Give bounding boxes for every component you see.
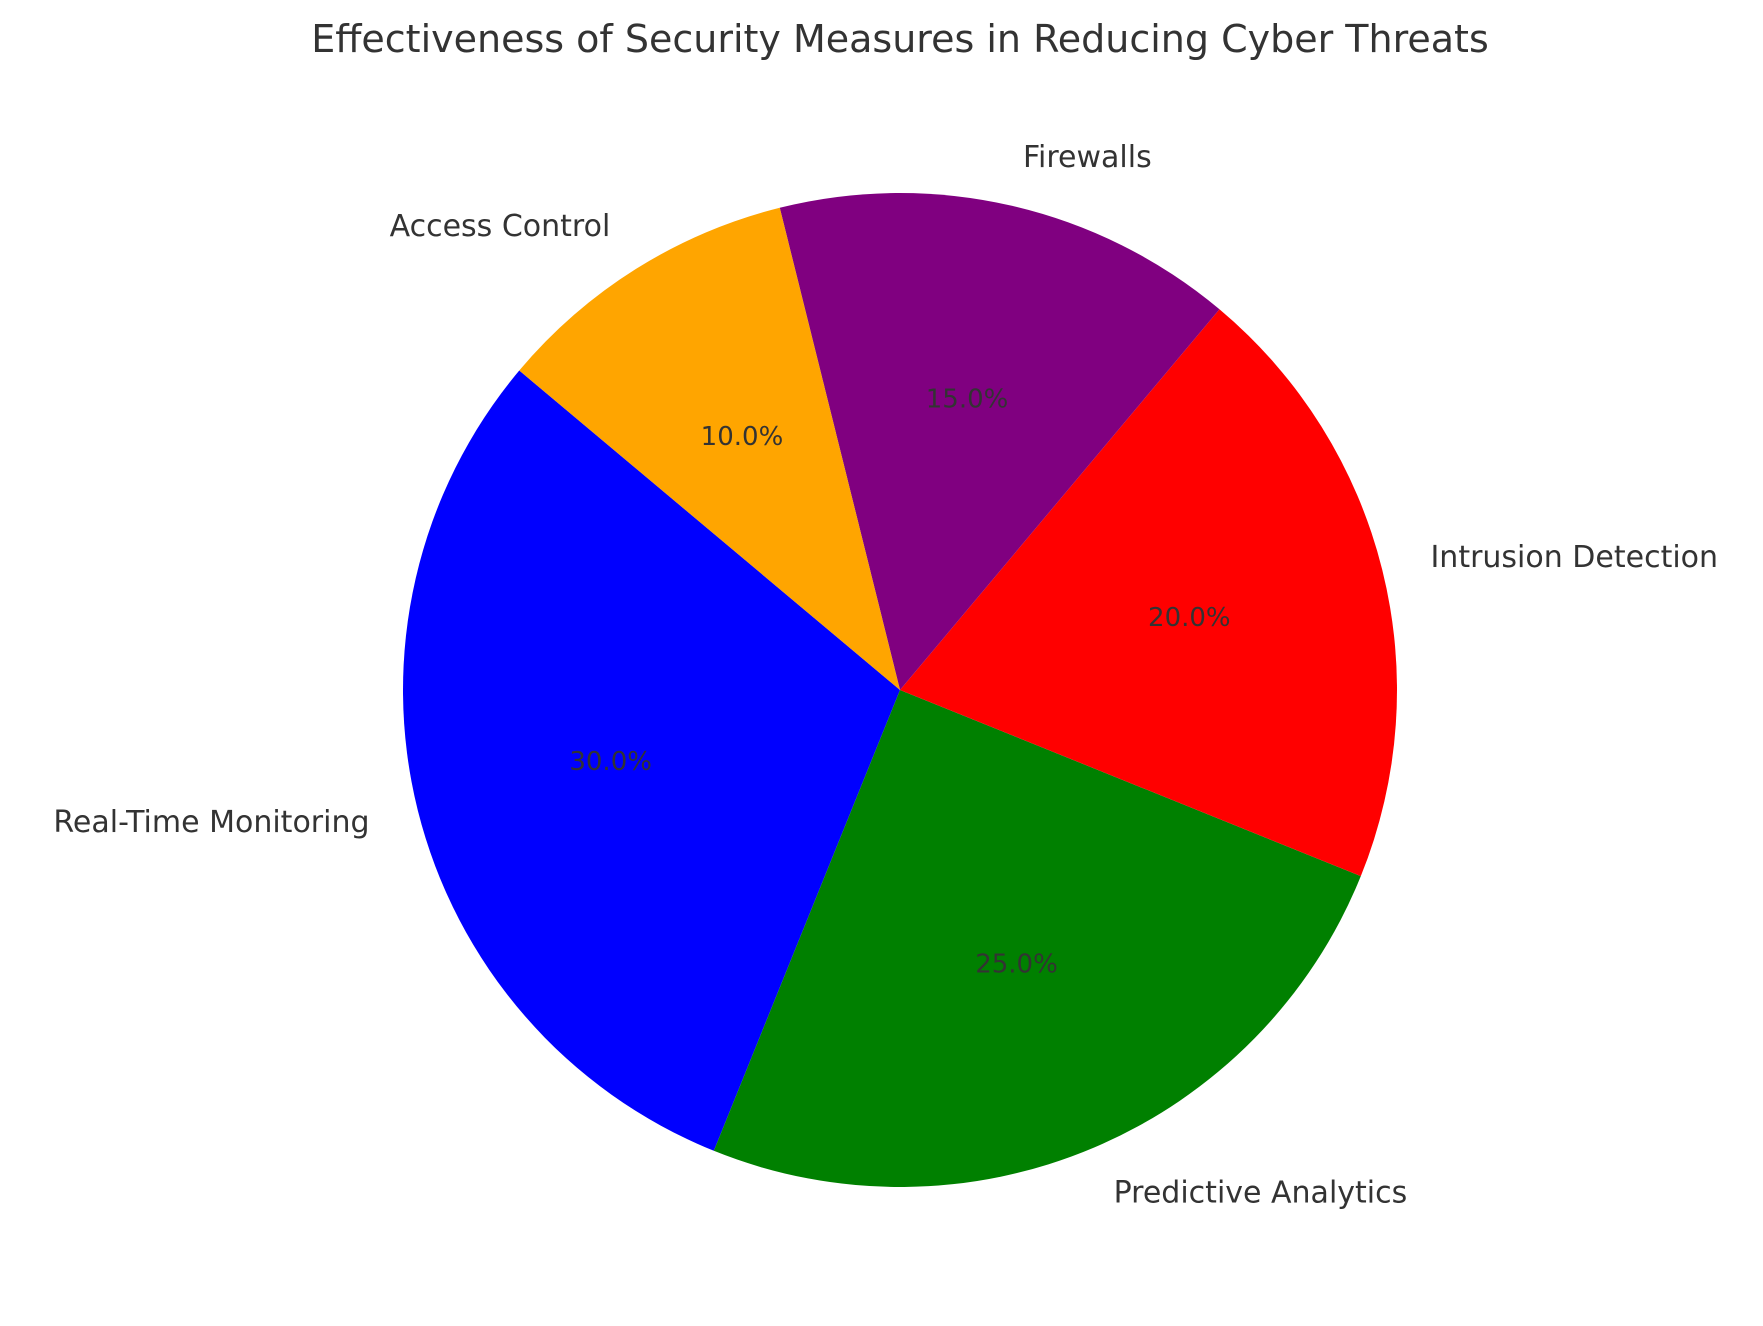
pie-slice-real-time-monitoring [402, 370, 900, 1151]
category-label-access-control: Access Control [390, 209, 611, 244]
pie-slices [402, 193, 1398, 1188]
category-labels: Real-Time Monitoring Predictive Analytics… [53, 140, 1718, 1211]
category-label-predictive-analytics: Predictive Analytics [1114, 1176, 1408, 1211]
category-label-firewalls: Firewalls [1023, 140, 1152, 175]
percent-label-access-control: 10.0% [701, 422, 784, 452]
pie-slice-predictive-analytics [713, 690, 1361, 1188]
category-label-intrusion-detection: Intrusion Detection [1430, 540, 1718, 575]
category-label-real-time-monitoring: Real-Time Monitoring [53, 805, 369, 840]
percent-label-intrusion-detection: 20.0% [1148, 603, 1231, 633]
percentage-labels: 30.0% 25.0% 20.0% 15.0% 10.0% [569, 384, 1230, 979]
pie-slice-intrusion-detection [900, 309, 1398, 877]
percent-label-predictive-analytics: 25.0% [975, 949, 1058, 979]
percent-label-real-time-monitoring: 30.0% [569, 747, 652, 777]
chart-title: Effectiveness of Security Measures in Re… [311, 17, 1489, 61]
pie-slice-access-control [519, 207, 900, 690]
pie-slice-firewalls [779, 193, 1220, 691]
percent-label-firewalls: 15.0% [926, 384, 1009, 414]
